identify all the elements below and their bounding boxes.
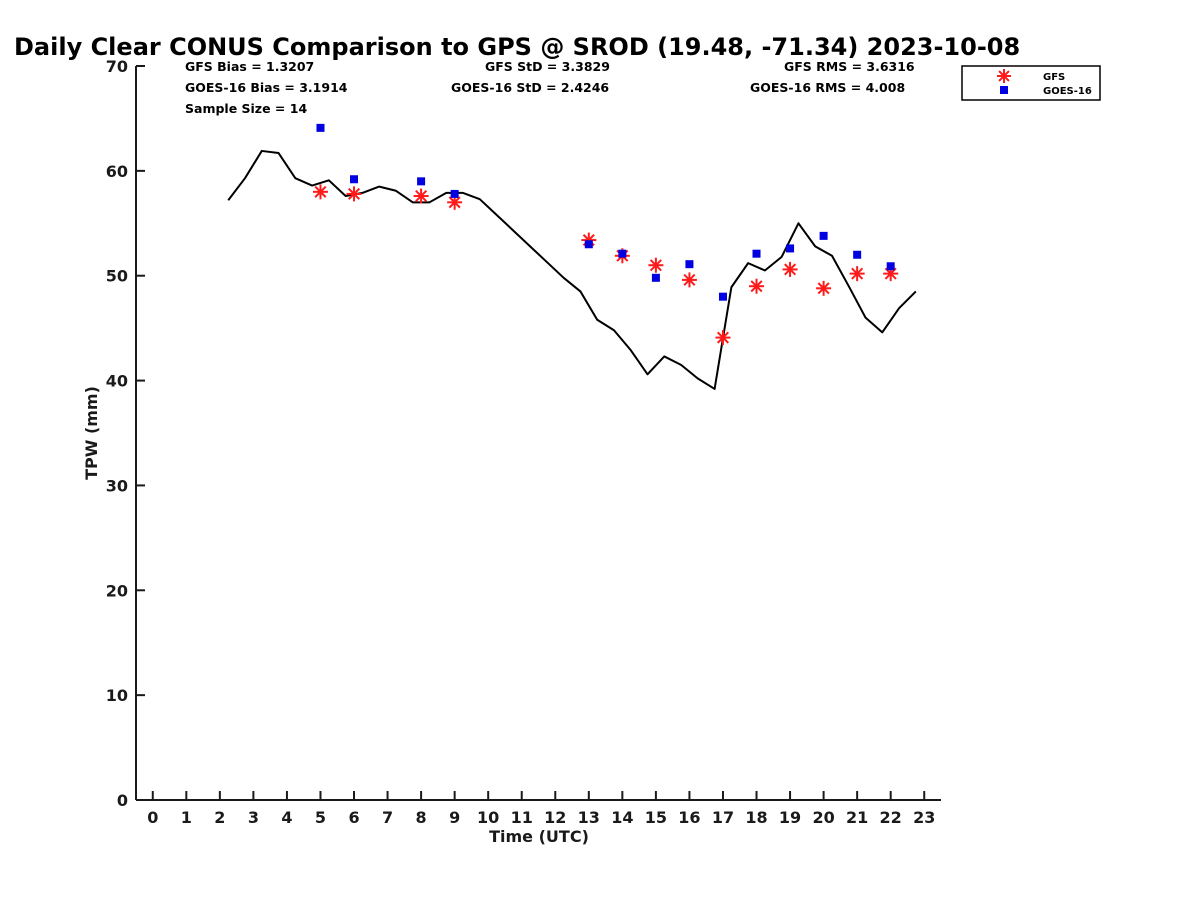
goes-16-point bbox=[350, 175, 359, 184]
goes-16-point bbox=[786, 244, 795, 253]
gfs-point-stroke bbox=[348, 187, 361, 200]
goes-rms-stat: GOES-16 RMS = 4.008 bbox=[750, 80, 905, 95]
plot-area: 0 1 2 3 4 5 6 7 8 9 10 11 12 13 14 15 16 17 18 19 20 21 22 2301… bbox=[106, 57, 941, 827]
legend-goes-label: GOES-16 bbox=[1043, 86, 1092, 97]
legend-gfs-marker bbox=[997, 69, 1011, 83]
gfs-point bbox=[447, 194, 463, 210]
gfs-point bbox=[715, 330, 731, 346]
legend-gfs-label: GFS bbox=[1043, 72, 1065, 83]
goes-16-point bbox=[718, 292, 727, 301]
gps-series-line bbox=[227, 149, 917, 390]
gfs-point-stroke bbox=[817, 282, 830, 295]
y-tick-label: 40 bbox=[106, 372, 128, 391]
x-tick-label: 3 bbox=[248, 808, 259, 827]
goes-16-point bbox=[651, 273, 660, 282]
x-tick-label: 0 bbox=[147, 808, 158, 827]
y-tick-label: 60 bbox=[106, 162, 128, 181]
gfs-point bbox=[312, 184, 328, 200]
goes-16-point bbox=[853, 250, 862, 259]
y-tick-label: 70 bbox=[106, 57, 128, 76]
gfs-point-stroke bbox=[415, 190, 428, 203]
x-tick-label: 6 bbox=[348, 808, 359, 827]
x-tick-label: 7 bbox=[382, 808, 393, 827]
gfs-point-stroke bbox=[784, 263, 797, 276]
goes-16-point bbox=[584, 240, 593, 249]
gfs-point bbox=[648, 257, 664, 273]
gfs-point-stroke bbox=[649, 259, 662, 272]
gfs-point-stroke bbox=[716, 331, 729, 344]
gfs-rms-stat: GFS RMS = 3.6316 bbox=[784, 59, 915, 74]
x-tick-label: 17 bbox=[712, 808, 734, 827]
x-tick-label: 22 bbox=[880, 808, 902, 827]
x-tick-label: 10 bbox=[477, 808, 499, 827]
x-tick-label: 12 bbox=[544, 808, 566, 827]
goes-std-stat: GOES-16 StD = 2.4246 bbox=[451, 80, 609, 95]
x-tick-label: 23 bbox=[913, 808, 935, 827]
goes-16-point bbox=[417, 177, 426, 186]
gfs-point-stroke bbox=[683, 273, 696, 286]
gfs-bias-stat: GFS Bias = 1.3207 bbox=[185, 59, 314, 74]
y-tick-label: 20 bbox=[106, 581, 128, 600]
legend: GFS GOES-16 bbox=[961, 65, 1101, 101]
x-tick-label: 21 bbox=[846, 808, 868, 827]
legend-gfs-asterisk-stroke bbox=[998, 70, 1010, 82]
x-tick-label: 18 bbox=[745, 808, 767, 827]
legend-goes-marker bbox=[1000, 86, 1008, 94]
y-tick-label: 10 bbox=[106, 686, 128, 705]
gfs-point-stroke bbox=[448, 196, 461, 209]
goes-16-point bbox=[752, 249, 761, 258]
gfs-point-stroke bbox=[851, 267, 864, 280]
gfs-point bbox=[782, 261, 798, 277]
x-tick-label: 2 bbox=[214, 808, 225, 827]
legend-gfs-asterisk bbox=[997, 69, 1011, 83]
y-axis-label: TPW (mm) bbox=[82, 386, 101, 480]
y-tick-label: 30 bbox=[106, 476, 128, 495]
x-tick-label: 5 bbox=[315, 808, 326, 827]
x-tick-label: 19 bbox=[779, 808, 801, 827]
x-tick-label: 4 bbox=[281, 808, 292, 827]
gfs-point-stroke bbox=[750, 280, 763, 293]
x-tick-label: 15 bbox=[645, 808, 667, 827]
gfs-point bbox=[346, 186, 362, 202]
goes-16-point bbox=[618, 249, 627, 258]
sample-size-stat: Sample Size = 14 bbox=[185, 101, 307, 116]
y-tick-label: 50 bbox=[106, 267, 128, 286]
goes-16-point bbox=[819, 231, 828, 240]
gfs-point bbox=[816, 280, 832, 296]
gfs-std-stat: GFS StD = 3.3829 bbox=[485, 59, 610, 74]
goes-16-point bbox=[685, 260, 694, 269]
x-tick-label: 11 bbox=[511, 808, 533, 827]
gfs-point bbox=[849, 266, 865, 282]
goes-16-point bbox=[886, 262, 895, 271]
x-tick-label: 13 bbox=[578, 808, 600, 827]
legend-box bbox=[961, 65, 1101, 101]
goes-bias-stat: GOES-16 Bias = 3.1914 bbox=[185, 80, 348, 95]
x-tick-label: 1 bbox=[181, 808, 192, 827]
x-tick-label: 8 bbox=[416, 808, 427, 827]
gfs-point bbox=[681, 272, 697, 288]
y-tick-label: 0 bbox=[117, 791, 128, 810]
gfs-point bbox=[413, 188, 429, 204]
gfs-point bbox=[749, 278, 765, 294]
x-tick-label: 20 bbox=[812, 808, 834, 827]
goes-16-point bbox=[316, 123, 325, 132]
chart-title: Daily Clear CONUS Comparison to GPS @ SR… bbox=[14, 33, 1020, 61]
x-tick-label: 16 bbox=[678, 808, 700, 827]
x-axis-label: Time (UTC) bbox=[489, 827, 589, 846]
x-tick-label: 9 bbox=[449, 808, 460, 827]
x-tick-label: 14 bbox=[611, 808, 633, 827]
gfs-point-stroke bbox=[314, 185, 327, 198]
goes-16-point bbox=[450, 189, 459, 198]
